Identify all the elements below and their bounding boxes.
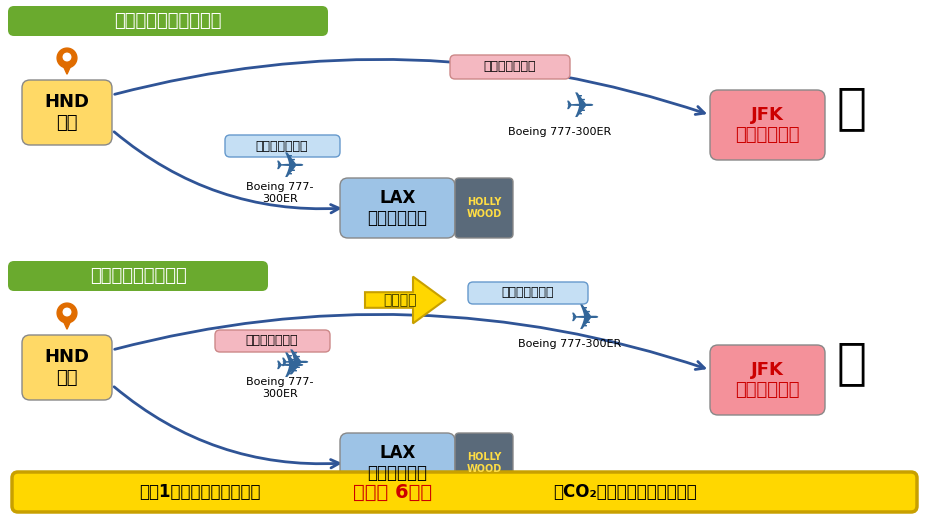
Circle shape xyxy=(63,308,71,316)
FancyBboxPatch shape xyxy=(340,433,455,493)
Text: 機材変更未調整の場合: 機材変更未調整の場合 xyxy=(114,12,221,30)
Circle shape xyxy=(63,53,71,61)
Text: 差し替え: 差し替え xyxy=(383,293,417,307)
Polygon shape xyxy=(61,61,73,74)
Text: 機材変更実施の場合: 機材変更実施の場合 xyxy=(89,267,186,285)
Text: 燃費の良い機材: 燃費の良い機材 xyxy=(256,140,308,153)
FancyBboxPatch shape xyxy=(215,330,330,352)
Text: ✈: ✈ xyxy=(570,303,600,337)
Text: 燃費の良い機材: 燃費の良い機材 xyxy=(502,287,554,300)
FancyBboxPatch shape xyxy=(22,80,112,145)
FancyBboxPatch shape xyxy=(22,335,112,400)
FancyArrowPatch shape xyxy=(114,314,704,369)
Text: ✈: ✈ xyxy=(280,348,310,382)
Polygon shape xyxy=(61,316,73,329)
Text: HOLLY
WOOD: HOLLY WOOD xyxy=(466,197,501,219)
FancyArrowPatch shape xyxy=(114,387,339,468)
FancyBboxPatch shape xyxy=(455,178,513,238)
FancyBboxPatch shape xyxy=(8,261,268,291)
Text: HOLLY
WOOD: HOLLY WOOD xyxy=(466,452,501,474)
Text: HND
羽田: HND 羽田 xyxy=(45,93,89,132)
Text: この1回の差し替え調整で: この1回の差し替え調整で xyxy=(140,483,260,501)
Text: Boeing 777-300ER: Boeing 777-300ER xyxy=(518,339,621,349)
Text: のCO₂排出量削減に繋がる！: のCO₂排出量削減に繋がる！ xyxy=(553,483,697,501)
Text: Boeing 777-
300ER: Boeing 777- 300ER xyxy=(246,377,313,399)
Text: ✈: ✈ xyxy=(565,91,595,125)
Text: LAX
ロサンゼルス: LAX ロサンゼルス xyxy=(367,189,428,228)
FancyArrowPatch shape xyxy=(114,132,339,213)
Text: ✈: ✈ xyxy=(275,151,305,185)
FancyBboxPatch shape xyxy=(12,472,917,512)
FancyBboxPatch shape xyxy=(450,55,570,79)
Text: 合計約 6トン: 合計約 6トン xyxy=(353,483,432,502)
FancyBboxPatch shape xyxy=(710,345,825,415)
Text: JFK
ニューヨーク: JFK ニューヨーク xyxy=(736,360,800,400)
Circle shape xyxy=(57,303,77,323)
Circle shape xyxy=(57,48,77,68)
FancyBboxPatch shape xyxy=(225,135,340,157)
FancyBboxPatch shape xyxy=(8,6,328,36)
FancyBboxPatch shape xyxy=(710,90,825,160)
Polygon shape xyxy=(365,277,445,323)
FancyBboxPatch shape xyxy=(455,433,513,493)
Text: Boeing 777-
300ER: Boeing 777- 300ER xyxy=(246,182,313,204)
FancyArrowPatch shape xyxy=(114,60,704,115)
Text: 燃費の劣る機材: 燃費の劣る機材 xyxy=(484,61,537,74)
Text: ✈: ✈ xyxy=(275,351,305,385)
Text: 🗽: 🗽 xyxy=(837,339,867,387)
Text: JFK
ニューヨーク: JFK ニューヨーク xyxy=(736,106,800,144)
Text: Boeing 777-300ER: Boeing 777-300ER xyxy=(509,127,612,137)
FancyBboxPatch shape xyxy=(340,178,455,238)
Text: 燃費の劣る機材: 燃費の劣る機材 xyxy=(246,335,299,347)
FancyBboxPatch shape xyxy=(468,282,588,304)
Text: 🗽: 🗽 xyxy=(837,84,867,132)
Text: LAX
ロサンゼルス: LAX ロサンゼルス xyxy=(367,444,428,482)
Text: HND
羽田: HND 羽田 xyxy=(45,348,89,387)
